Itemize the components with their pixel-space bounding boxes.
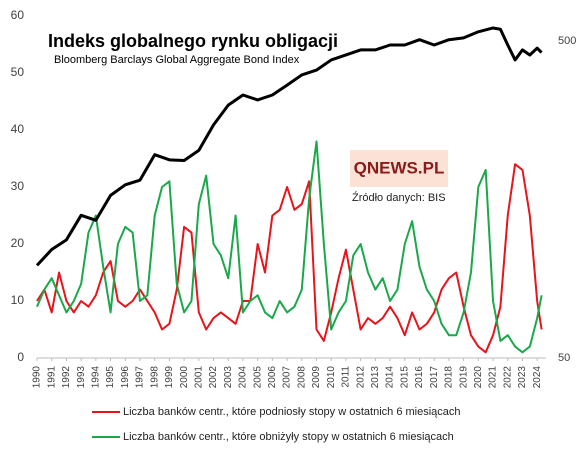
x-tick-label: 1996	[120, 366, 131, 389]
x-tick-label: 2010	[326, 366, 337, 389]
legend-label: Liczba banków centr., które obniżyły sto…	[123, 431, 454, 443]
x-tick-label: 2003	[223, 366, 234, 389]
series-line	[36, 163, 543, 354]
x-tick-label: 2001	[193, 366, 204, 389]
y-tick-label: 30	[11, 179, 25, 193]
x-tick-label: 1993	[76, 366, 87, 389]
x-tick-label: 2000	[179, 366, 190, 389]
x-tick-label: 2011	[341, 366, 352, 388]
legend-label: Liczba banków centr., które podniosły st…	[123, 406, 461, 418]
logo-box	[350, 150, 448, 187]
x-tick-label: 1999	[164, 366, 175, 389]
x-tick-label: 2006	[267, 366, 278, 389]
y-tick-label: 10	[11, 293, 25, 307]
x-tick-label: 2015	[399, 366, 410, 389]
x-tick-label: 2008	[296, 366, 307, 389]
x-tick-label: 1992	[61, 366, 72, 389]
x-tick-label: 2012	[355, 366, 366, 389]
x-tick-label: 2014	[385, 366, 396, 389]
y2-tick-label: 500	[558, 35, 576, 47]
chart-subtitle: Bloomberg Barclays Global Aggregate Bond…	[54, 54, 300, 66]
x-tick-label: 2020	[473, 366, 484, 389]
y-tick-label: 20	[11, 236, 25, 250]
x-tick-label: 2021	[488, 366, 499, 389]
x-tick-label: 2019	[458, 366, 469, 389]
x-tick-label: 1991	[46, 366, 57, 389]
x-tick-label: 2016	[414, 366, 425, 389]
x-tick-label: 2013	[370, 366, 381, 389]
x-tick-label: 1994	[90, 366, 101, 389]
x-tick-label: 2007	[282, 366, 293, 389]
logo: QNEWS.PL	[354, 158, 445, 177]
x-tick-label: 2005	[252, 366, 263, 389]
source: Źródło danych: BIS	[352, 191, 446, 204]
x-tick-label: 2002	[208, 366, 219, 389]
y-tick-label: 60	[11, 8, 25, 22]
x-tick-label: 1995	[105, 366, 116, 389]
x-tick-label: 2023	[517, 366, 528, 389]
series-line	[35, 26, 543, 267]
chart-title: Indeks globalnego rynku obligacji	[48, 31, 338, 51]
x-tick-label: 1998	[149, 366, 160, 389]
x-tick-label: 2017	[429, 366, 440, 389]
x-tick-label: 1990	[32, 366, 43, 389]
x-tick-label: 2022	[502, 366, 513, 389]
y-tick-label: 0	[17, 350, 24, 364]
y-tick-label: 50	[11, 65, 25, 79]
y-tick-label: 40	[11, 122, 25, 136]
series-line	[36, 140, 543, 354]
y2-tick-label: 50	[558, 352, 570, 364]
x-tick-label: 1997	[135, 366, 146, 389]
x-tick-label: 2009	[311, 366, 322, 389]
x-tick-label: 2004	[238, 366, 249, 389]
x-tick-label: 2024	[532, 366, 543, 389]
x-tick-label: 2018	[444, 366, 455, 389]
